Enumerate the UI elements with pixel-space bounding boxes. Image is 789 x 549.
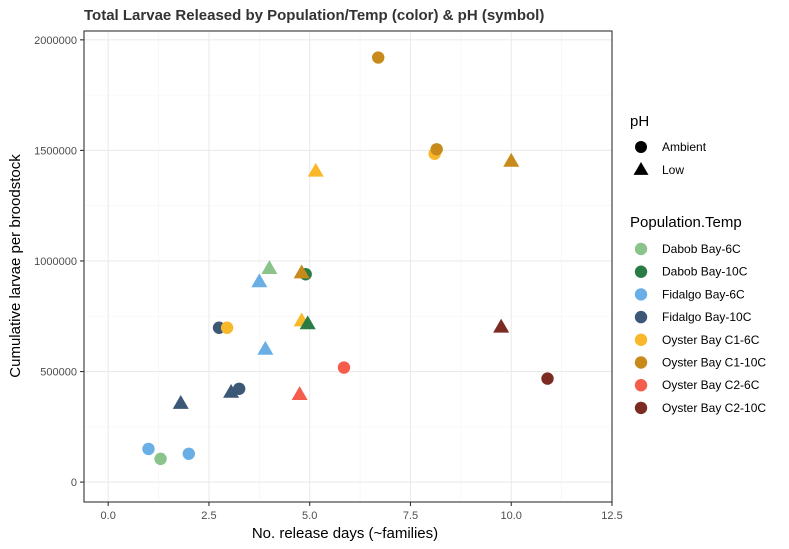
data-point	[430, 143, 443, 156]
color-legend-label: Dabob Bay-10C	[662, 265, 748, 279]
color-legend-key	[634, 310, 648, 324]
color-legend-label: Oyster Bay C2-6C	[662, 378, 760, 392]
data-point	[299, 315, 316, 330]
color-legend-label: Fidalgo Bay-6C	[662, 287, 745, 301]
panel-border	[83, 30, 613, 503]
minor-gridlines	[84, 31, 612, 502]
color-legend-key	[634, 333, 648, 346]
color-legend-key	[634, 401, 648, 415]
shape-legend-key	[633, 161, 649, 175]
data-point	[503, 152, 520, 167]
data-point	[541, 372, 554, 385]
color-legend-label: Oyster Bay C2-10C	[662, 401, 766, 415]
color-legend-key	[634, 379, 648, 392]
x-tick-label: 5.0	[302, 510, 317, 522]
data-point	[261, 260, 278, 274]
x-tick-label: 7.5	[403, 510, 418, 522]
y-tick-label: 2000000	[34, 35, 77, 47]
x-tick-label: 10.0	[501, 510, 522, 522]
color-legend-label: Oyster Bay C1-6C	[662, 333, 760, 347]
y-tick-label: 1500000	[34, 145, 77, 157]
color-legend-items: Dabob Bay-6C Dabob Bay-10C Fidalgo Bay-6C F…	[634, 242, 766, 415]
chart-title: Total Larvae Released by Population/Temp…	[84, 7, 544, 24]
plot-panel	[83, 30, 613, 503]
x-axis: 0.0 2.5 5.0 7.5 10.0 12.5	[101, 502, 623, 522]
data-point	[251, 273, 268, 288]
data-point	[182, 447, 195, 460]
data-point	[372, 51, 385, 64]
data-point	[257, 340, 274, 355]
color-legend-key	[634, 265, 648, 278]
color-legend: Population.Temp Dabob Bay-6C Dabob Bay-10…	[630, 214, 766, 415]
data-point	[172, 395, 189, 409]
shape-legend-items: Ambient Low	[633, 140, 707, 177]
data-point	[220, 321, 234, 334]
x-axis-title: No. release days (~families)	[252, 525, 438, 542]
color-legend-key	[634, 356, 648, 369]
data-point	[293, 264, 310, 279]
color-legend-label: Fidalgo Bay-10C	[662, 310, 752, 324]
data-point	[307, 162, 324, 177]
y-axis: 0 500000 1000000 1500000 2000000	[34, 35, 84, 489]
color-legend-label: Dabob Bay-6C	[662, 242, 741, 256]
data-point	[223, 383, 240, 398]
color-legend-title: Population.Temp	[630, 214, 742, 231]
shape-legend-label: Ambient	[662, 140, 707, 154]
y-tick-label: 0	[71, 477, 77, 489]
x-tick-label: 12.5	[601, 510, 622, 522]
y-axis-title: Cumulative larvae per broodstock	[7, 154, 24, 378]
data-point	[154, 452, 167, 466]
data-point	[142, 442, 155, 456]
x-tick-label: 0.0	[101, 510, 116, 522]
x-tick-label: 2.5	[201, 510, 216, 522]
color-legend-key	[634, 242, 648, 256]
shape-legend-key	[635, 141, 647, 153]
y-tick-label: 1000000	[34, 256, 77, 268]
shape-legend-label: Low	[662, 163, 684, 177]
color-legend-key	[634, 288, 648, 301]
shape-legend-title: pH	[630, 113, 649, 130]
shape-legend: pH Ambient Low	[630, 113, 707, 177]
data-point	[493, 318, 510, 333]
data-point	[337, 361, 351, 374]
panel-background	[84, 31, 612, 502]
data-point	[291, 386, 308, 401]
data-point	[232, 382, 246, 395]
y-tick-label: 500000	[40, 367, 77, 379]
color-legend-label: Oyster Bay C1-10C	[662, 356, 766, 370]
data-points	[142, 51, 554, 466]
